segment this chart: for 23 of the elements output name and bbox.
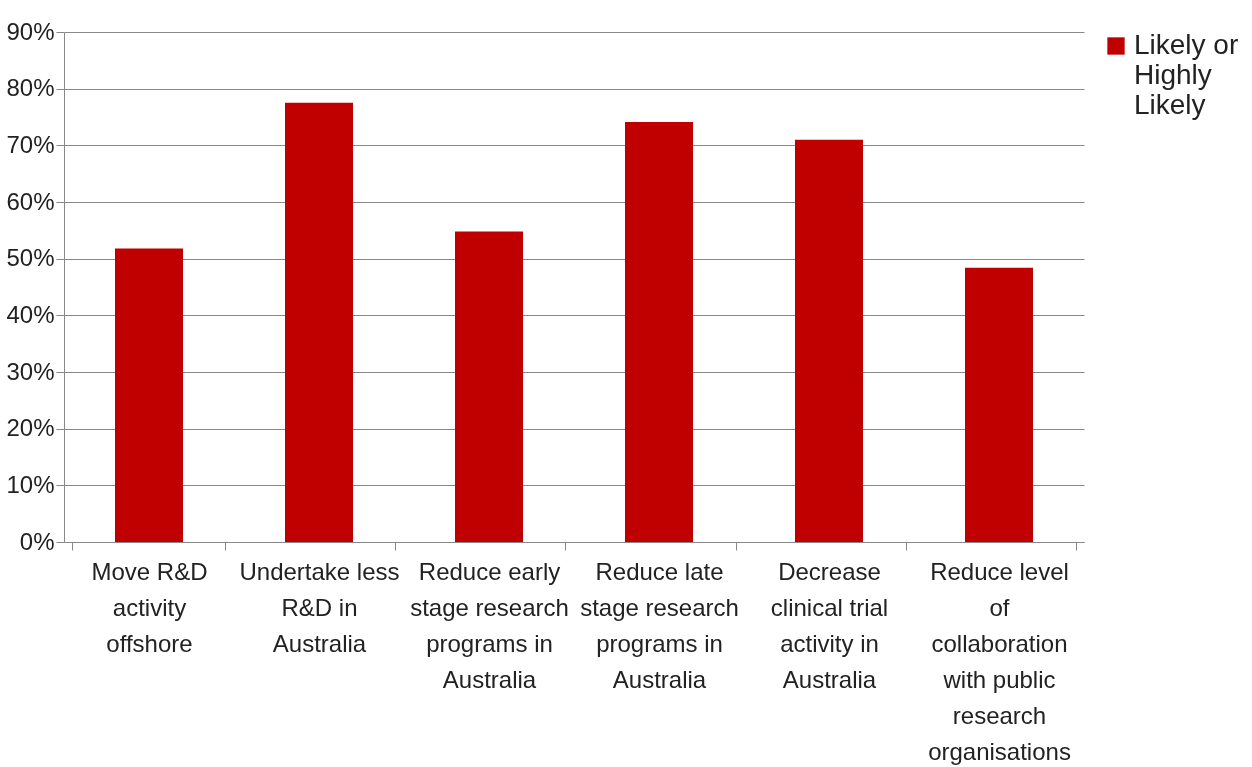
y-tick-label: 90% <box>6 17 55 45</box>
x-tick-label: Undertake less R&D in Australia <box>239 557 400 657</box>
y-tick-label: 40% <box>6 300 55 328</box>
y-tick-label: 20% <box>6 414 55 442</box>
x-tick-label: Reduce late stage research programs in Australia <box>580 557 739 693</box>
x-tick-label: Reduce level of collaboration with public research organisations <box>928 557 1071 765</box>
bar <box>115 248 183 542</box>
y-tick-label: 70% <box>6 130 55 158</box>
y-tick-label: 50% <box>6 244 55 272</box>
y-tick-label: 0% <box>19 527 55 555</box>
bar <box>965 267 1033 542</box>
y-tick-label: 80% <box>6 74 55 102</box>
y-tick-label: 60% <box>6 187 55 215</box>
bar <box>625 122 693 542</box>
y-tick-label: 30% <box>6 357 55 385</box>
y-tick-label: 10% <box>6 470 55 498</box>
bar <box>795 139 863 542</box>
bar <box>285 102 353 542</box>
legend-label: Likely or Highly Likely <box>1134 29 1239 120</box>
x-tick-label: Move R&D activity offshore <box>91 557 208 657</box>
x-tick-label: Decrease clinical trial activity in Australia <box>770 557 889 693</box>
x-tick-label: Reduce early stage research programs in Australia <box>410 557 569 693</box>
bar <box>455 231 523 542</box>
